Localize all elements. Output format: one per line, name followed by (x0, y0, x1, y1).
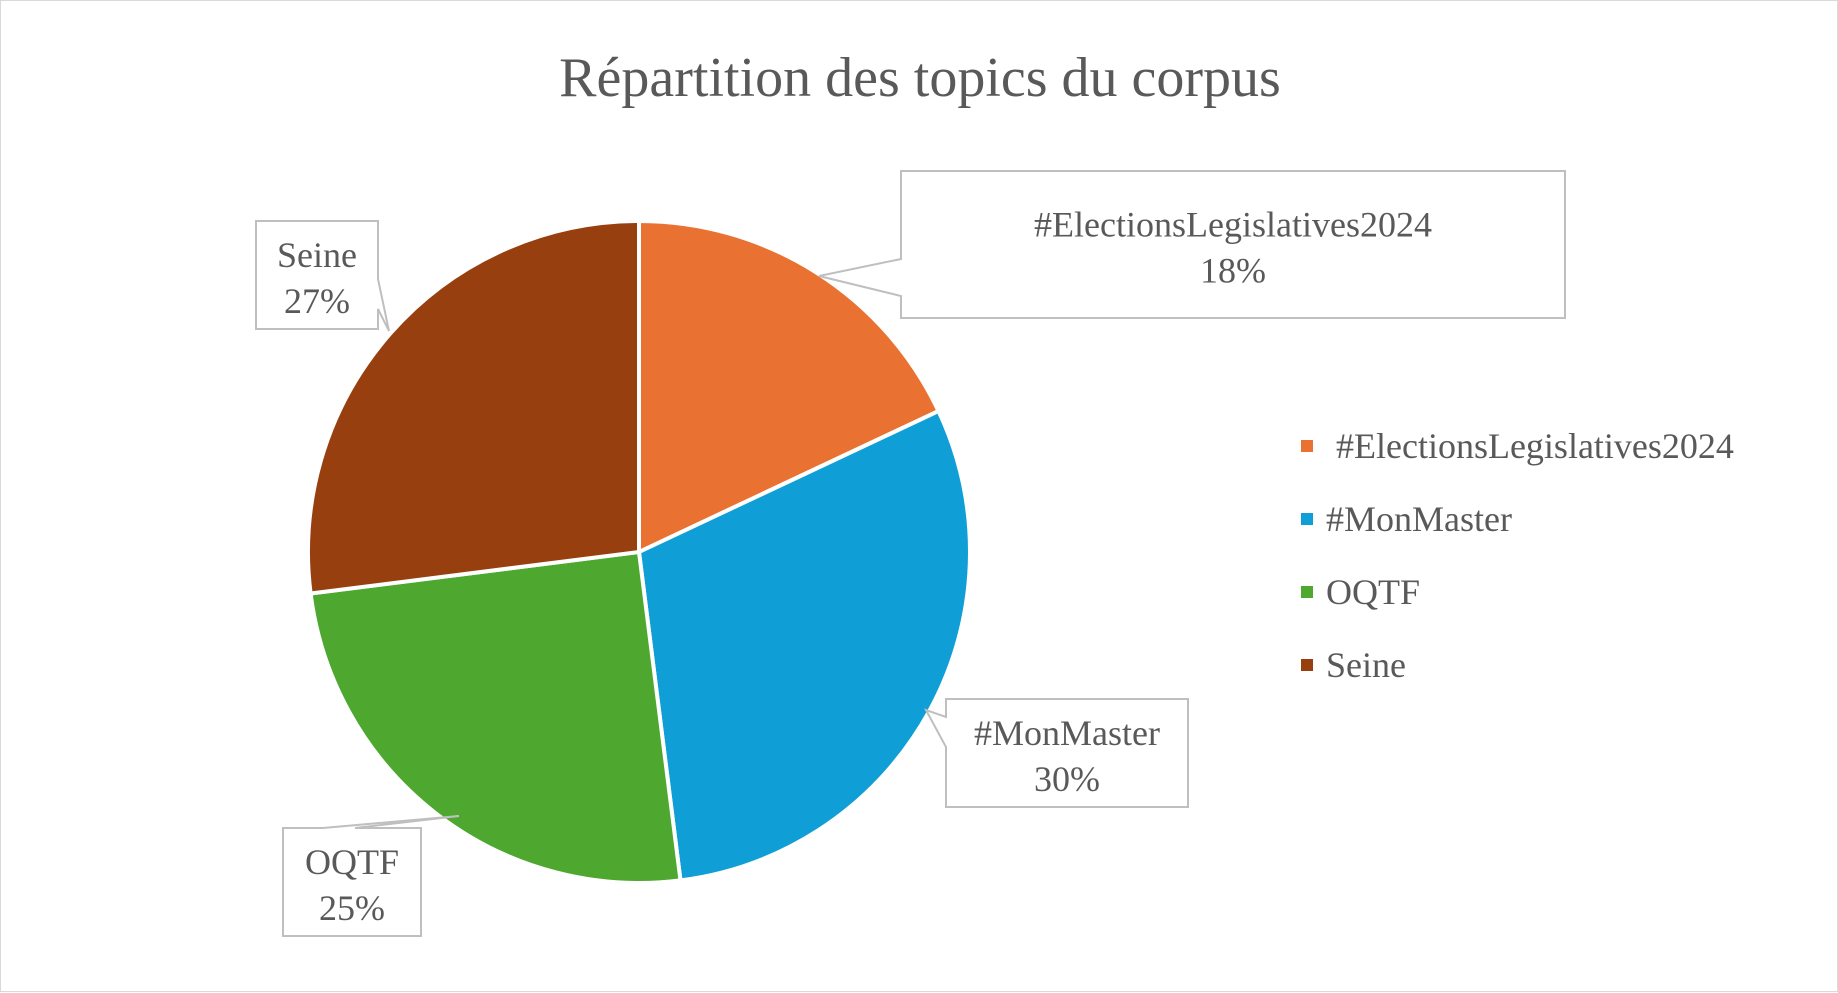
legend-swatch-2 (1301, 513, 1313, 525)
legend-label-1: #ElectionsLegislatives2024 (1336, 426, 1734, 466)
data-label-box-4 (255, 220, 390, 332)
data-label-box-1 (818, 170, 1566, 319)
data-label-value-2: 30% (1034, 759, 1100, 799)
chart-title: Répartition des topics du corpus (559, 47, 1281, 109)
data-label-category-1: #ElectionsLegislatives2024 (1034, 205, 1432, 245)
data-label-value-1: 18% (1200, 251, 1266, 291)
legend-label-3: OQTF (1326, 572, 1420, 612)
data-label-category-4: Seine (277, 235, 357, 275)
data-label-value-3: 25% (319, 888, 385, 928)
legend-swatch-4 (1301, 659, 1313, 671)
data-label-box-3 (282, 815, 460, 937)
pie-slice-1 (637, 219, 941, 554)
data-label-category-3: OQTF (305, 842, 399, 882)
legend: #ElectionsLegislatives2024 #MonMaster OQTF… (1301, 426, 1734, 685)
legend-swatch-1 (1301, 440, 1313, 452)
legend-label-2: #MonMaster (1326, 499, 1512, 539)
pie-slice-3 (308, 550, 683, 885)
legend-swatch-3 (1301, 586, 1313, 598)
data-label-value-4: 27% (284, 281, 350, 321)
data-label-box-2 (923, 698, 1189, 808)
data-label-category-2: #MonMaster (974, 713, 1160, 753)
pie-slice-4 (306, 219, 641, 596)
data-labels: #ElectionsLegislatives2024 18% #MonMaster 3… (255, 170, 1566, 937)
pie-slices (306, 219, 972, 885)
legend-label-4: Seine (1326, 645, 1406, 685)
